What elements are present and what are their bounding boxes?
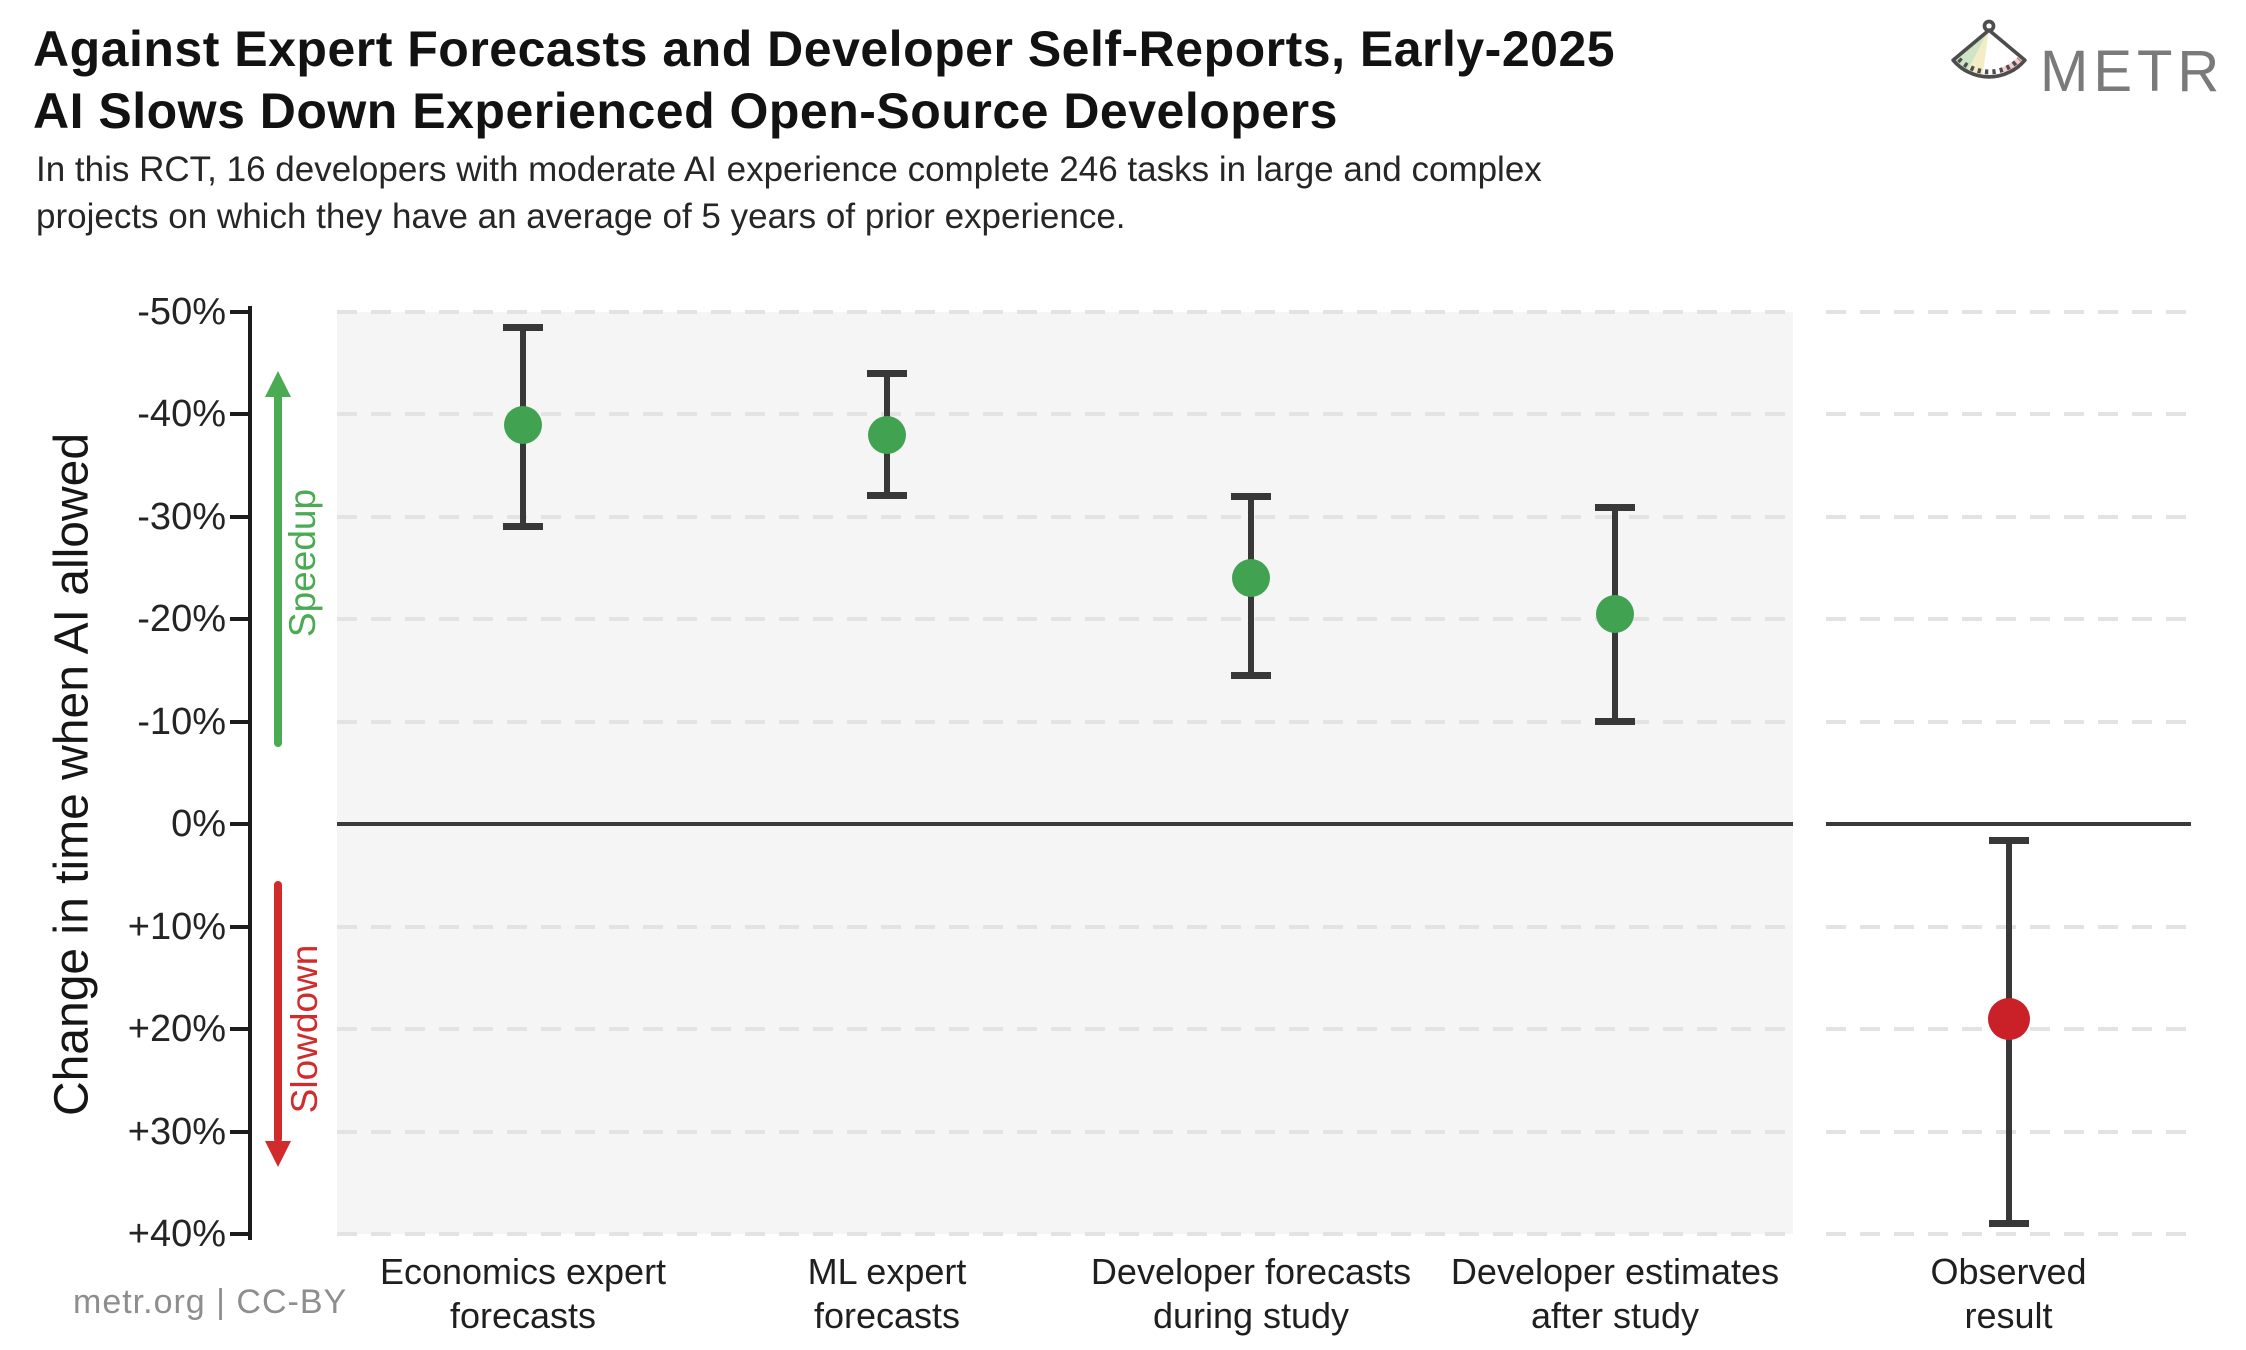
y-axis-tick: [230, 310, 250, 314]
slowdown-arrow-head: [265, 1141, 291, 1167]
page-title: Against Expert Forecasts and Developer S…: [33, 18, 1615, 142]
y-axis-tick: [230, 617, 250, 622]
gridline: [337, 1027, 1793, 1032]
x-label-economics-expert-forecasts: Economics expert forecasts: [303, 1250, 743, 1338]
y-axis-tick-label: +40%: [127, 1213, 226, 1255]
error-bar-cap-upper: [1595, 503, 1635, 511]
x-label-line1: Developer estimates: [1450, 1251, 1780, 1292]
x-label-line2: after study: [1530, 1295, 1700, 1336]
y-axis-tick-label: -40%: [137, 393, 226, 436]
error-bar-cap-lower: [1231, 671, 1271, 679]
metr-logo-text: METR: [2040, 39, 2225, 104]
y-axis-title: Change in time when AI allowed: [45, 432, 99, 1117]
data-point-economics-expert-forecasts: [504, 405, 542, 444]
metr-logo: METR: [1948, 16, 2228, 104]
main-plot-panel: [337, 312, 1793, 1234]
error-bar-cap-lower: [1988, 1219, 2029, 1227]
x-label-line1: Observed: [1930, 1251, 2087, 1292]
gridline: [337, 1129, 1793, 1134]
x-label-observed-result: Observed result: [1789, 1250, 2229, 1338]
data-point-ml-expert-forecasts: [868, 415, 906, 454]
slowdown-label: Slowdown: [284, 944, 325, 1114]
x-label-line1: ML expert: [807, 1251, 967, 1292]
gridline: [337, 924, 1793, 929]
zero-line: [337, 822, 1793, 827]
title-line-2: AI Slows Down Experienced Open-Source De…: [33, 83, 1338, 139]
error-bar-cap-upper: [1988, 836, 2029, 844]
y-axis-tick-label: -30%: [137, 495, 226, 538]
y-axis-tick: [230, 1129, 250, 1134]
metr-logo-icon: [1951, 19, 2027, 79]
data-point-observed-result: [1987, 997, 2030, 1040]
gridline: [337, 1232, 1793, 1236]
y-axis-tick-label: 0%: [171, 803, 226, 846]
x-label-developer-estimates-after-study: Developer estimates after study: [1395, 1250, 1835, 1338]
y-axis-tick-label: +20%: [127, 1008, 226, 1051]
x-label-line2: forecasts: [813, 1295, 961, 1336]
x-label-line2: during study: [1152, 1295, 1350, 1336]
speedup-arrow-head: [265, 371, 291, 397]
gridline: [337, 514, 1793, 519]
title-line-1: Against Expert Forecasts and Developer S…: [33, 21, 1616, 77]
x-label-line1: Developer forecasts: [1090, 1251, 1412, 1292]
error-bar-cap-upper: [867, 370, 907, 378]
speedup-arrow-shaft: [274, 393, 282, 747]
error-bar-cap-lower: [867, 492, 907, 500]
gridline: [1826, 1232, 2191, 1236]
zero-line: [1826, 822, 2191, 827]
chart-subtitle: In this RCT, 16 developers with moderate…: [36, 146, 1542, 240]
data-point-developer-estimates-after-study: [1596, 595, 1634, 634]
gridline: [1826, 514, 2191, 519]
x-label-developer-forecasts-during-study: Developer forecasts during study: [1031, 1250, 1471, 1338]
y-axis-tick-label: -20%: [137, 598, 226, 641]
x-label-line2: forecasts: [449, 1295, 597, 1336]
y-axis-tick: [230, 822, 250, 827]
y-axis-tick-label: +10%: [127, 905, 226, 948]
y-axis-tick: [230, 924, 250, 929]
subtitle-line-1: In this RCT, 16 developers with moderate…: [36, 150, 1542, 189]
slowdown-arrow-shaft: [274, 881, 282, 1143]
y-axis-tick-label: +30%: [127, 1110, 226, 1153]
gridline: [1826, 719, 2191, 724]
y-axis-tick: [230, 514, 250, 519]
gridline: [337, 412, 1793, 417]
y-axis-line: [248, 306, 252, 1240]
x-label-line1: Economics expert: [379, 1251, 667, 1292]
y-axis-tick: [230, 719, 250, 724]
gridline: [1826, 310, 2191, 314]
x-label-ml-expert-forecasts: ML expert forecasts: [667, 1250, 1107, 1338]
y-axis-tick: [230, 412, 250, 417]
gridline: [337, 310, 1793, 314]
x-label-line2: result: [1964, 1295, 2053, 1336]
data-point-developer-forecasts-during-study: [1232, 559, 1270, 598]
subtitle-line-2: projects on which they have an average o…: [36, 197, 1126, 236]
gridline: [337, 617, 1793, 622]
attribution-credit: metr.org | CC-BY: [73, 1283, 348, 1321]
y-axis-tick-label: -50%: [137, 291, 226, 333]
gridline: [1826, 617, 2191, 622]
speedup-label: Speedup: [282, 488, 323, 638]
error-bar-cap-upper: [503, 324, 543, 332]
y-axis-tick: [230, 1027, 250, 1032]
y-axis-tick-label: -10%: [137, 700, 226, 743]
y-axis-tick: [230, 1232, 250, 1236]
error-bar-cap-lower: [1595, 717, 1635, 725]
gridline: [1826, 412, 2191, 417]
gridline: [337, 719, 1793, 724]
error-bar-cap-upper: [1231, 493, 1271, 501]
error-bar-cap-lower: [503, 523, 543, 531]
